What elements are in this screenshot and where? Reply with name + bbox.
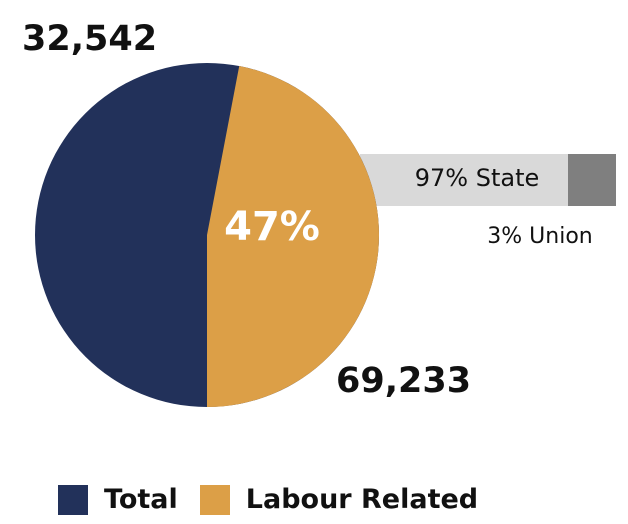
breakdown-union-bar [568, 154, 616, 206]
labour-percent-label: 47% [224, 204, 320, 250]
breakdown-state-bar [360, 154, 568, 206]
legend-item-labour-related: Labour Related [199, 484, 479, 515]
state-share-label: 97% State [415, 164, 540, 192]
pie-slice-labour-related [207, 66, 379, 407]
labour-related-value-label: 69,233 [336, 361, 471, 401]
legend-swatch-labour-related [199, 484, 230, 515]
total-value-label: 32,542 [22, 19, 157, 59]
legend: Total Labour Related [58, 484, 500, 515]
legend-label-labour-related: Labour Related [245, 484, 479, 515]
legend-label-total: Total [104, 484, 178, 515]
union-share-label: 3% Union [487, 224, 592, 249]
legend-swatch-total [58, 484, 88, 515]
legend-item-total: Total [58, 484, 178, 515]
pie-chart: 32,542 47% 97% State 3% Union 69,233 [22, 19, 616, 407]
